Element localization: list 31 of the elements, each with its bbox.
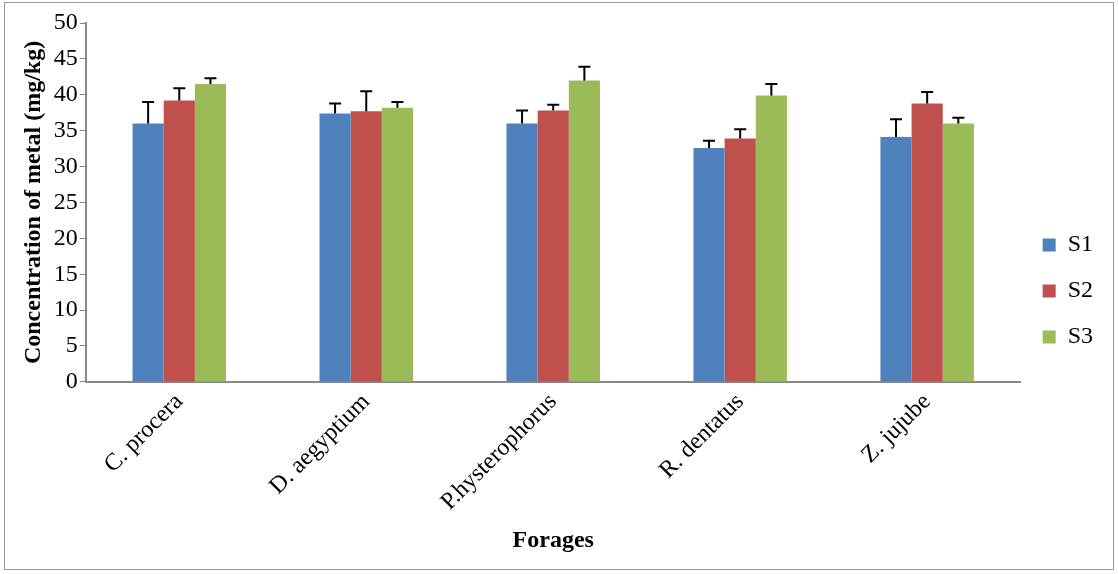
bar [755, 95, 787, 382]
y-tick-label: 50 [53, 8, 78, 35]
y-tick-label: 40 [53, 80, 78, 107]
bar [568, 80, 600, 382]
y-tick-label: 5 [65, 331, 78, 358]
bar [693, 147, 725, 382]
legend-label: S2 [1067, 276, 1094, 303]
y-tick-label: 0 [65, 367, 78, 394]
legend-label: S3 [1067, 322, 1094, 349]
bar [880, 137, 912, 382]
bar [194, 84, 227, 382]
y-axis-title: Concentration of metal (mg/kg) [18, 40, 45, 365]
y-tick-label: 25 [53, 187, 78, 214]
bar [381, 107, 413, 382]
y-tick-label: 30 [53, 151, 78, 178]
bar [350, 111, 382, 382]
bar [163, 100, 195, 382]
y-tick-label: 20 [53, 223, 78, 250]
y-tick-label: 10 [53, 295, 78, 322]
bar [319, 113, 351, 382]
bar [911, 103, 943, 382]
bar [132, 123, 164, 382]
bar [537, 110, 569, 382]
x-axis-title: Forages [512, 525, 594, 552]
bar [942, 123, 974, 382]
bar [506, 123, 538, 382]
legend-label: S1 [1067, 230, 1094, 257]
y-tick-label: 35 [53, 115, 78, 142]
bar [724, 138, 756, 382]
y-tick-label: 45 [53, 44, 78, 71]
y-tick-label: 15 [53, 259, 78, 286]
